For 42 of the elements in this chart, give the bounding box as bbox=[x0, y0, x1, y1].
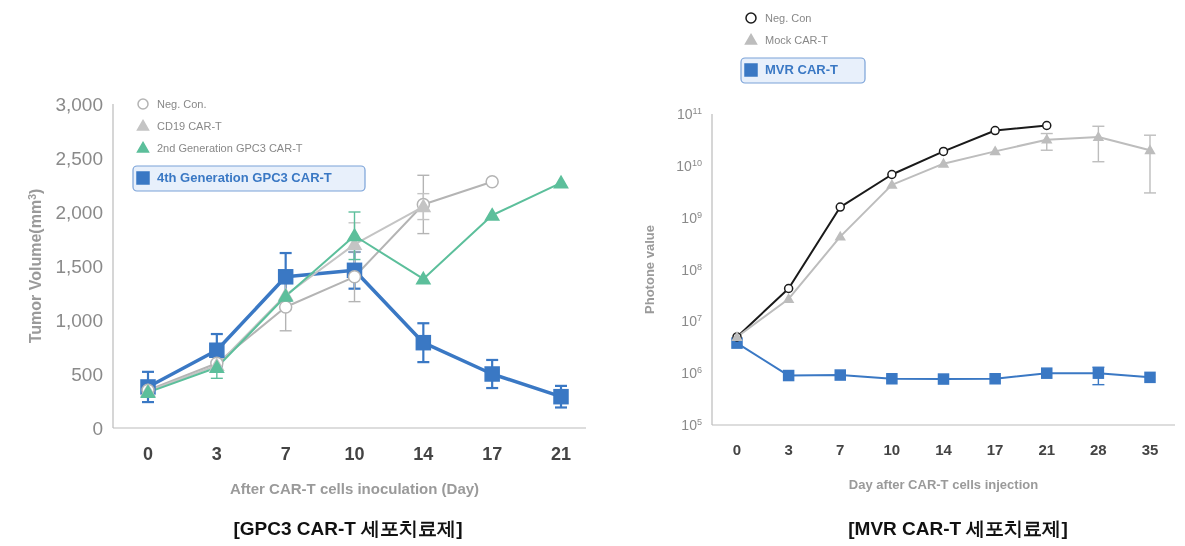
x-tick-label: 7 bbox=[280, 444, 291, 464]
y-tick-label: 10$^{8}$ bbox=[681, 261, 702, 278]
y-tick-label: 3,000 bbox=[55, 94, 103, 115]
x-tick-label: 17 bbox=[482, 444, 503, 464]
x-tick-label: 0 bbox=[732, 441, 742, 458]
y-tick-label: 10$^{7}$ bbox=[681, 313, 702, 330]
x-axis-title: After CAR-T cells inoculation (Day) bbox=[229, 480, 480, 497]
legend-label: Neg. Con. bbox=[157, 98, 207, 110]
x-tick-label: 10 bbox=[344, 444, 365, 464]
y-tick-label: 10$^{9}$ bbox=[681, 209, 702, 226]
y-tick-label: 10$^{11}$ bbox=[676, 106, 702, 122]
y-tick-label: 2,000 bbox=[55, 202, 103, 223]
legend-label: Mock CAR-T bbox=[765, 34, 829, 46]
y-tick-label: 500 bbox=[71, 364, 103, 385]
x-tick-label: 21 bbox=[1038, 441, 1056, 458]
x-tick-label: 28 bbox=[1090, 441, 1107, 458]
x-tick-label: 17 bbox=[986, 441, 1004, 458]
x-tick-label: 7 bbox=[836, 441, 845, 458]
y-tick-label: 10$^{10}$ bbox=[676, 157, 702, 174]
y-tick-label: 1,500 bbox=[55, 256, 103, 277]
x-tick-label: 14 bbox=[935, 441, 953, 458]
y-tick-label: 2,500 bbox=[55, 148, 103, 169]
x-tick-label: 14 bbox=[413, 444, 434, 464]
x-tick-label: 35 bbox=[1141, 441, 1159, 458]
text: [MVR CAR-T 세포치료제] bbox=[848, 518, 1068, 539]
x-tick-label: 0 bbox=[142, 444, 154, 464]
y-tick-label: 10$^{5}$ bbox=[681, 417, 702, 433]
legend-label: CD19 CAR-T bbox=[157, 120, 223, 132]
legend-label: 4th Generation GPC3 CAR-T bbox=[157, 170, 332, 185]
y-tick-label: 10$^{6}$ bbox=[681, 365, 702, 382]
legend-label: MVR CAR-T bbox=[765, 62, 838, 77]
x-tick-label: 3 bbox=[211, 444, 222, 464]
x-tick-label: 3 bbox=[784, 441, 793, 458]
y-axis-title: Photone value bbox=[642, 225, 657, 314]
legend-label: Neg. Con bbox=[765, 12, 812, 24]
text: [GPC3 CAR-T 세포치료제] bbox=[233, 518, 463, 539]
x-axis-title: Day after CAR-T cells injection bbox=[848, 477, 1039, 492]
y-tick-label: 0 bbox=[92, 418, 103, 439]
x-tick-label: 10 bbox=[883, 441, 901, 458]
x-tick-label: 21 bbox=[550, 444, 572, 464]
legend-label: 2nd Generation GPC3 CAR-T bbox=[157, 142, 303, 154]
y-tick-label: 1,000 bbox=[55, 310, 103, 331]
